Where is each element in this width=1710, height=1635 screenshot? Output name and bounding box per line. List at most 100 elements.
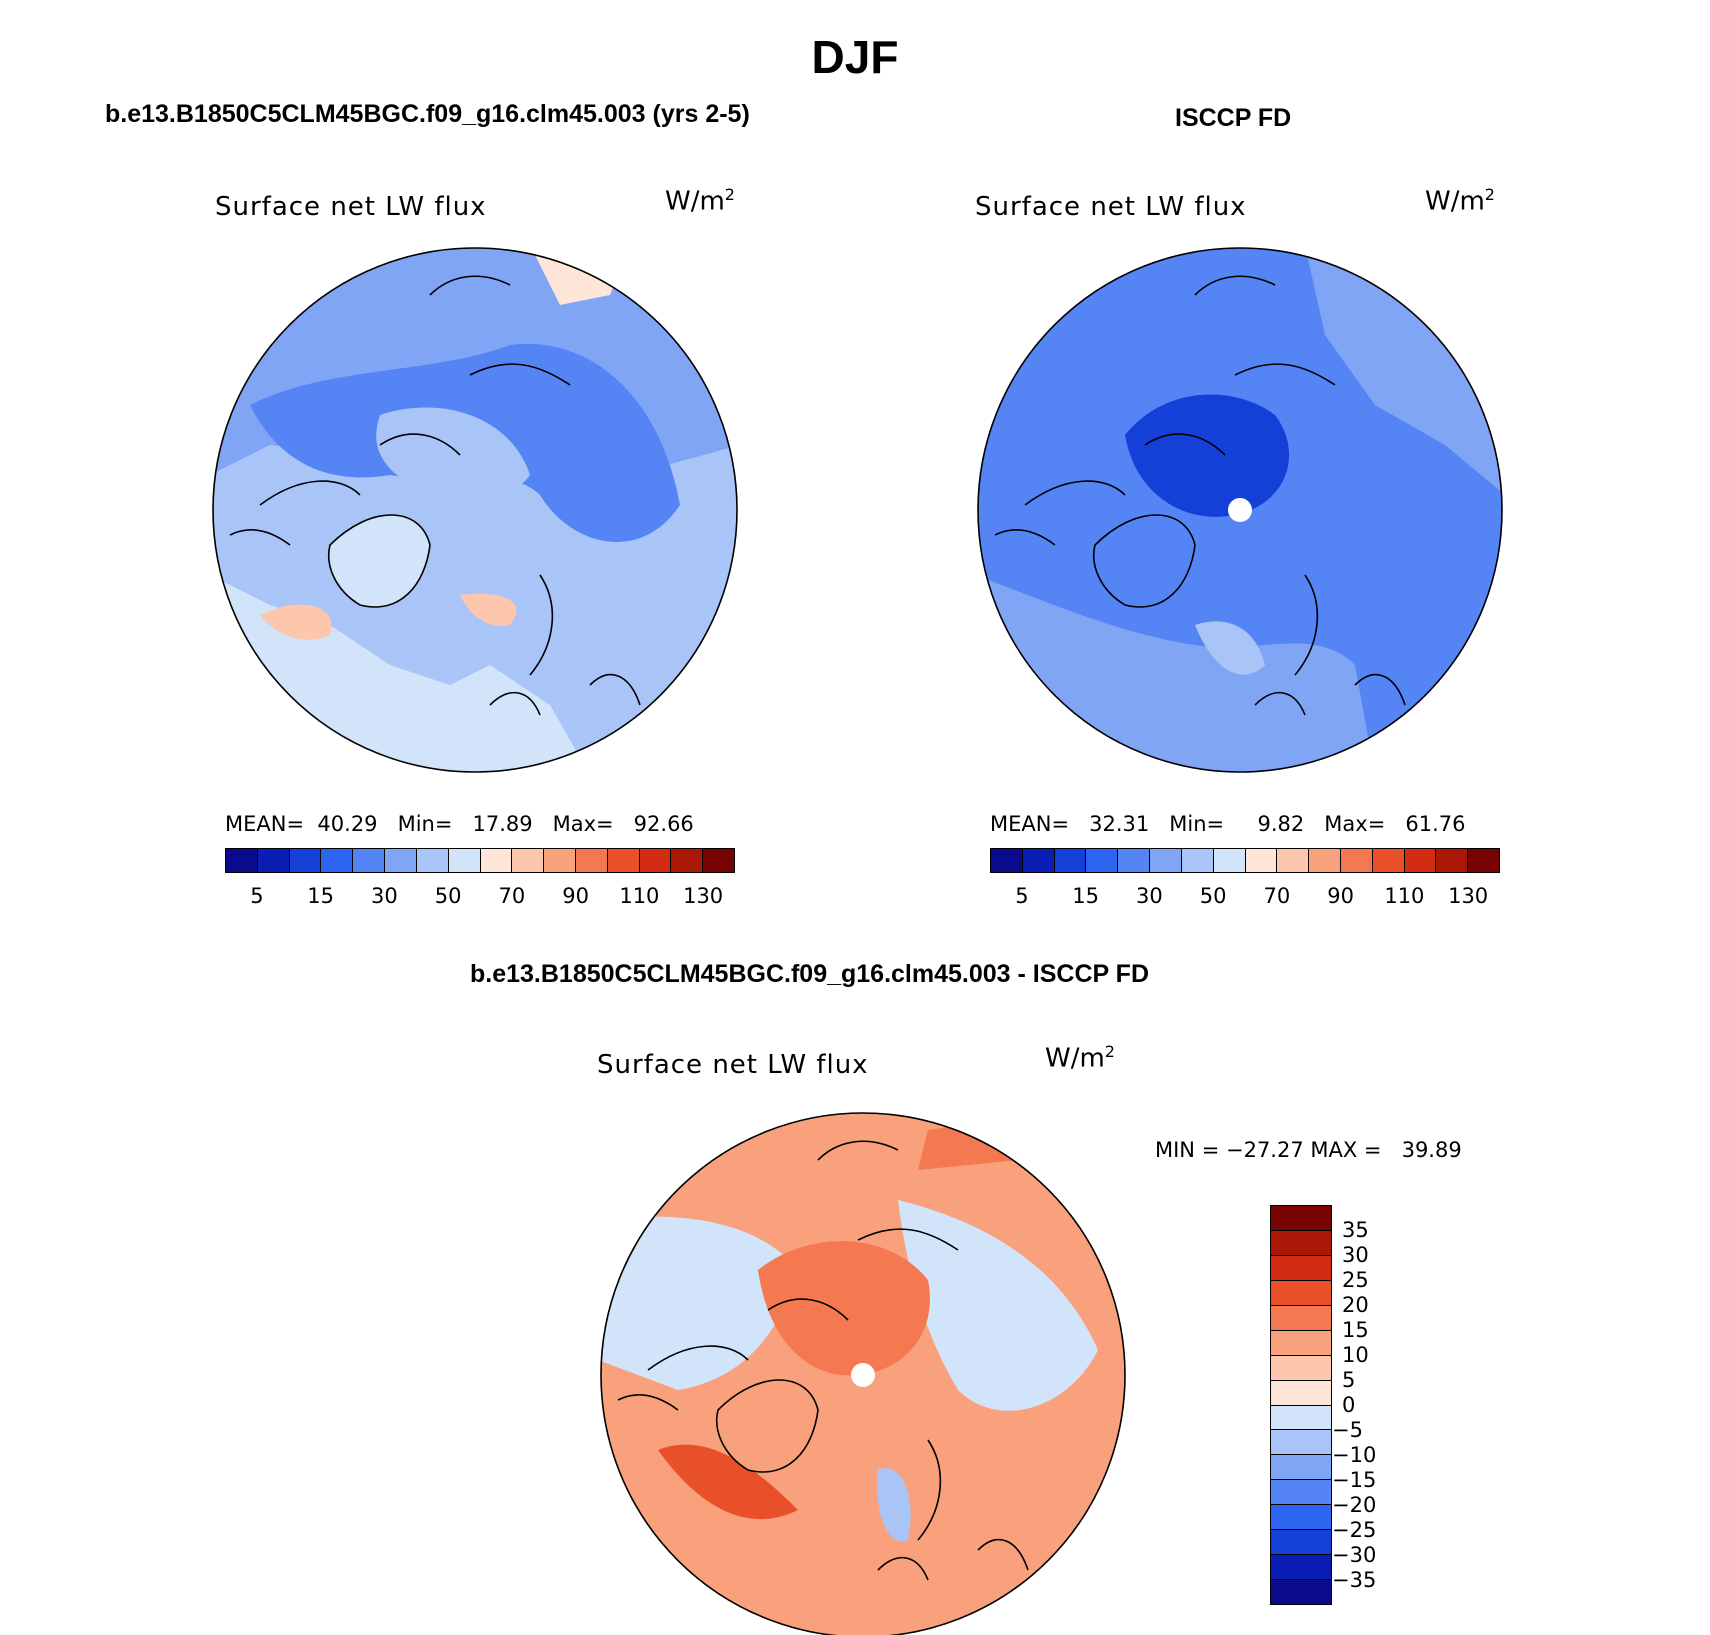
colorbar-swatch — [1271, 1280, 1331, 1306]
colorbar-swatch — [226, 849, 258, 872]
obs-colorbar — [990, 848, 1500, 873]
obs-field-cold-core — [1125, 394, 1290, 517]
colorbar-tick-label: 15 — [1342, 1318, 1369, 1342]
obs-units: W/m2 — [1425, 185, 1495, 217]
colorbar-swatch — [289, 849, 322, 872]
colorbar-swatch — [607, 849, 640, 872]
obs-map-border — [977, 247, 1503, 773]
colorbar-swatch — [1022, 849, 1055, 872]
colorbar-tick-label: 5 — [1015, 884, 1029, 908]
colorbar-tick-label: 50 — [434, 884, 462, 908]
colorbar-swatch — [480, 849, 513, 872]
diff-greenland-coast — [716, 1379, 819, 1473]
figure-title: DJF — [811, 31, 899, 83]
colorbar-swatch — [1150, 849, 1182, 872]
obs-pole-hole — [1228, 498, 1252, 522]
colorbar-tick-label: −25 — [1332, 1518, 1377, 1542]
diff-panel-title: b.e13.B1850C5CLM45BGC.f09_g16.clm45.003 … — [470, 960, 1150, 988]
colorbar-tick-label: 20 — [1342, 1293, 1369, 1317]
diff-field-warm-core — [758, 1241, 930, 1376]
diff-field-cool-west — [601, 1216, 798, 1390]
diff-field-hot-patch — [658, 1444, 798, 1520]
colorbar-tick-label: 10 — [1342, 1343, 1369, 1367]
colorbar-swatch — [1309, 849, 1341, 872]
colorbar-tick-label: 15 — [307, 884, 334, 908]
colorbar-tick-label: 25 — [1342, 1268, 1369, 1292]
colorbar-swatch — [1118, 849, 1151, 872]
colorbar-swatch — [1271, 1455, 1331, 1481]
colorbar-swatch — [1245, 849, 1278, 872]
colorbar-swatch — [639, 849, 672, 872]
colorbar-swatch — [1468, 849, 1499, 872]
colorbar-swatch — [321, 849, 354, 872]
colorbar-tick-label: 0 — [1342, 1393, 1356, 1417]
colorbar-tick-label: 110 — [619, 884, 660, 908]
colorbar-swatch — [1086, 849, 1119, 872]
diff-pole-hole — [851, 1363, 875, 1387]
colorbar-swatch — [1372, 849, 1405, 872]
diff-colorbar — [1270, 1205, 1332, 1605]
colorbar-tick-label: −10 — [1332, 1443, 1377, 1467]
colorbar-tick-label: −5 — [1332, 1418, 1363, 1442]
model-colorbar-labels: 5 15 30 50 70 90 110 130 — [225, 884, 735, 910]
obs-greenland-coast — [1093, 514, 1196, 608]
diff-units: W/m2 — [1045, 1042, 1115, 1074]
colorbar-tick-label: 5 — [250, 884, 264, 908]
colorbar-swatch — [1271, 1480, 1331, 1506]
model-greenland-coast — [328, 514, 431, 608]
obs-field-light-patch — [1195, 621, 1265, 675]
colorbar-tick-label: 90 — [562, 884, 589, 908]
colorbar-swatch — [1271, 1305, 1331, 1331]
colorbar-swatch — [671, 849, 704, 872]
colorbar-tick-label: 30 — [1342, 1243, 1369, 1267]
colorbar-swatch — [1277, 849, 1310, 872]
colorbar-swatch — [1271, 1230, 1331, 1256]
colorbar-swatch — [416, 849, 449, 872]
diff-variable-label: Surface net LW flux — [597, 1050, 869, 1080]
diff-field-scandinavia — [877, 1468, 911, 1542]
obs-panel-title: ISCCP FD — [1175, 104, 1292, 132]
diff-colorbar-labels: 35 30 25 20 15 10 5 0 −5 −10 −15 −20 −25 −30 −35 — [1332, 1205, 1422, 1605]
model-map-border — [212, 247, 738, 773]
model-warm-patch-1 — [260, 604, 332, 640]
model-polar-map — [212, 247, 738, 773]
colorbar-swatch — [353, 849, 386, 872]
colorbar-tick-label: 90 — [1327, 884, 1354, 908]
colorbar-swatch — [1404, 849, 1437, 872]
diff-map-border — [600, 1112, 1126, 1635]
colorbar-tick-label: 50 — [1199, 884, 1227, 908]
colorbar-tick-label: 130 — [683, 884, 724, 908]
colorbar-swatch — [1340, 849, 1373, 872]
colorbar-swatch — [1271, 1380, 1331, 1406]
colorbar-tick-label: 15 — [1072, 884, 1099, 908]
diff-stats: MIN = −27.27 MAX = 39.89 — [1155, 1138, 1462, 1162]
colorbar-tick-label: 5 — [1342, 1368, 1356, 1392]
model-units: W/m2 — [665, 185, 735, 217]
colorbar-swatch — [1271, 1330, 1331, 1356]
colorbar-tick-label: −20 — [1332, 1493, 1377, 1517]
obs-stats: MEAN= 32.31 Min= 9.82 Max= 61.76 — [990, 812, 1466, 836]
colorbar-swatch — [1271, 1505, 1331, 1531]
colorbar-swatch — [1271, 1206, 1331, 1231]
colorbar-tick-label: 70 — [1263, 884, 1291, 908]
diff-field-cool-east — [898, 1200, 1098, 1411]
model-colorbar — [225, 848, 735, 873]
colorbar-swatch — [1271, 1255, 1331, 1281]
colorbar-swatch — [385, 849, 417, 872]
colorbar-swatch — [512, 849, 545, 872]
obs-coastlines — [994, 275, 1406, 716]
colorbar-swatch — [1271, 1530, 1331, 1556]
colorbar-swatch — [991, 849, 1023, 872]
model-coastlines — [229, 275, 641, 716]
colorbar-swatch — [1181, 849, 1214, 872]
colorbar-tick-label: −30 — [1332, 1543, 1377, 1567]
colorbar-tick-label: 110 — [1384, 884, 1425, 908]
diff-polar-map — [600, 1112, 1126, 1635]
model-panel-title: b.e13.B1850C5CLM45BGC.f09_g16.clm45.003 … — [105, 100, 750, 128]
obs-variable-label: Surface net LW flux — [975, 192, 1247, 222]
colorbar-swatch — [703, 849, 734, 872]
colorbar-tick-label: 30 — [371, 884, 398, 908]
colorbar-swatch — [544, 849, 576, 872]
model-stats: MEAN= 40.29 Min= 17.89 Max= 92.66 — [225, 812, 694, 836]
model-warm-patch-2 — [460, 593, 517, 627]
